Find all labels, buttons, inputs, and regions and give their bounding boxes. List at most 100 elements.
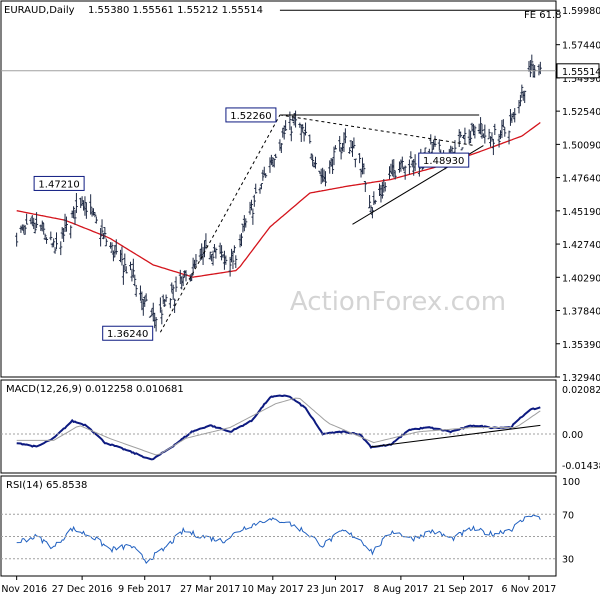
price-annotation: 1.48930 bbox=[423, 156, 464, 167]
ohlc-bar bbox=[487, 128, 491, 140]
ohlc-bar bbox=[49, 231, 53, 241]
rsi-line bbox=[16, 514, 541, 564]
price-panel bbox=[0, 0, 557, 378]
ohlc-bar bbox=[518, 94, 522, 106]
ohlc-bar bbox=[194, 254, 198, 267]
y-tick-label: 1.40290 bbox=[562, 273, 600, 284]
rsi-tick-label: 100 bbox=[562, 477, 580, 488]
ohlc-bar bbox=[232, 245, 236, 253]
ohlc-bar bbox=[272, 158, 276, 168]
ohlc-bar bbox=[15, 232, 19, 247]
macd-panel bbox=[0, 379, 557, 474]
ohlc-bar bbox=[184, 270, 188, 282]
x-tick-label: 9 Feb 2017 bbox=[118, 584, 171, 595]
ohlc-bar bbox=[208, 251, 212, 260]
ohlc-bar bbox=[144, 293, 148, 302]
ohlc-bar bbox=[479, 117, 483, 135]
ohlc-bar bbox=[409, 151, 413, 159]
ohlc-bar bbox=[35, 212, 39, 229]
ohlc-bar bbox=[383, 182, 387, 192]
ohlc-bar bbox=[123, 253, 127, 271]
ohlc-bar bbox=[301, 124, 305, 133]
ohlc-bar bbox=[393, 170, 397, 180]
ohlc-bar bbox=[104, 238, 108, 247]
ohlc-bar bbox=[503, 127, 507, 137]
ohlc-bar bbox=[204, 233, 208, 250]
ohlc-bar bbox=[124, 266, 128, 274]
ohlc-bar bbox=[343, 128, 347, 144]
ohlc-bar bbox=[53, 247, 57, 254]
header-ohlc: 1.55380 1.55561 1.55212 1.55514 bbox=[88, 5, 263, 16]
price-annotation-box bbox=[418, 152, 470, 168]
ohlc-bar bbox=[121, 264, 125, 285]
ohlc-bar bbox=[388, 166, 391, 180]
ohlc-bar bbox=[433, 135, 437, 147]
ohlc-bar bbox=[353, 158, 357, 168]
ohlc-bar bbox=[413, 154, 417, 172]
watermark: ActionForex.com bbox=[290, 287, 506, 317]
ohlc-bar bbox=[501, 119, 505, 128]
ohlc-bar bbox=[311, 155, 315, 167]
ohlc-bar bbox=[154, 317, 158, 332]
ohlc-bar bbox=[264, 173, 268, 178]
ohlc-bar bbox=[363, 180, 367, 193]
ohlc-bar bbox=[279, 143, 283, 153]
ohlc-bar bbox=[110, 242, 114, 253]
y-tick-label: 1.45190 bbox=[562, 207, 600, 218]
ohlc-bar bbox=[460, 147, 464, 151]
ohlc-bar bbox=[493, 123, 497, 135]
ohlc-bar bbox=[309, 153, 313, 159]
ohlc-bar bbox=[530, 54, 534, 71]
ohlc-bar bbox=[259, 183, 263, 190]
ohlc-bar bbox=[129, 261, 132, 271]
annotation-layer: 1.47210 1.36240 1.52260 1.48930 bbox=[1, 9, 556, 560]
ohlc-bar bbox=[429, 134, 433, 145]
x-tick-label: 27 Dec 2016 bbox=[52, 584, 113, 595]
ohlc-bar bbox=[160, 309, 164, 325]
trendline bbox=[279, 114, 475, 147]
macd-trendline bbox=[370, 424, 541, 448]
ohlc-bar bbox=[352, 137, 356, 149]
ohlc-bar bbox=[513, 108, 517, 123]
ohlc-bar bbox=[72, 206, 76, 219]
ohlc-bar bbox=[240, 233, 243, 247]
ohlc-bar bbox=[282, 125, 286, 140]
ohlc-bar bbox=[473, 125, 477, 139]
macd-label: MACD(12,26,9) 0.012258 0.010681 bbox=[6, 384, 184, 395]
macd-tick-label: -0.014386 bbox=[562, 461, 600, 472]
ohlc-bar bbox=[131, 258, 135, 278]
series-layer bbox=[15, 54, 542, 564]
ohlc-bar bbox=[52, 238, 56, 248]
ohlc-bar bbox=[332, 146, 336, 166]
ohlc-bar bbox=[407, 159, 411, 175]
ohlc-bar bbox=[114, 239, 118, 255]
x-tick-label: 8 Aug 2017 bbox=[373, 584, 428, 595]
ohlc-bar bbox=[190, 273, 194, 282]
ohlc-bar bbox=[323, 171, 327, 187]
ohlc-bar bbox=[164, 294, 168, 302]
ohlc-bar bbox=[294, 110, 298, 128]
ohlc-bar bbox=[220, 245, 224, 261]
price-annotation: 1.52260 bbox=[230, 111, 271, 122]
ohlc-bar bbox=[228, 256, 232, 277]
ohlc-bar bbox=[520, 84, 524, 98]
ohlc-bar bbox=[171, 284, 175, 300]
price-annotation-box bbox=[102, 325, 154, 341]
ohlc-bar bbox=[358, 153, 362, 164]
ohlc-bar bbox=[23, 225, 27, 235]
price-annotation-box bbox=[225, 107, 277, 123]
macd-tick-label: 0.020827 bbox=[562, 385, 600, 396]
ohlc-bar bbox=[211, 250, 215, 266]
rsi-tick-label: 70 bbox=[562, 510, 574, 521]
macd-macd-line bbox=[16, 394, 541, 461]
ohlc-bar bbox=[533, 65, 537, 78]
ohlc-bar bbox=[244, 218, 248, 228]
ohlc-bar bbox=[304, 122, 308, 136]
ohlc-bar bbox=[333, 145, 337, 150]
ohlc-bar bbox=[469, 130, 473, 144]
ohlc-bar bbox=[348, 147, 352, 154]
ohlc-bar bbox=[523, 90, 527, 104]
ohlc-bar bbox=[174, 276, 178, 292]
